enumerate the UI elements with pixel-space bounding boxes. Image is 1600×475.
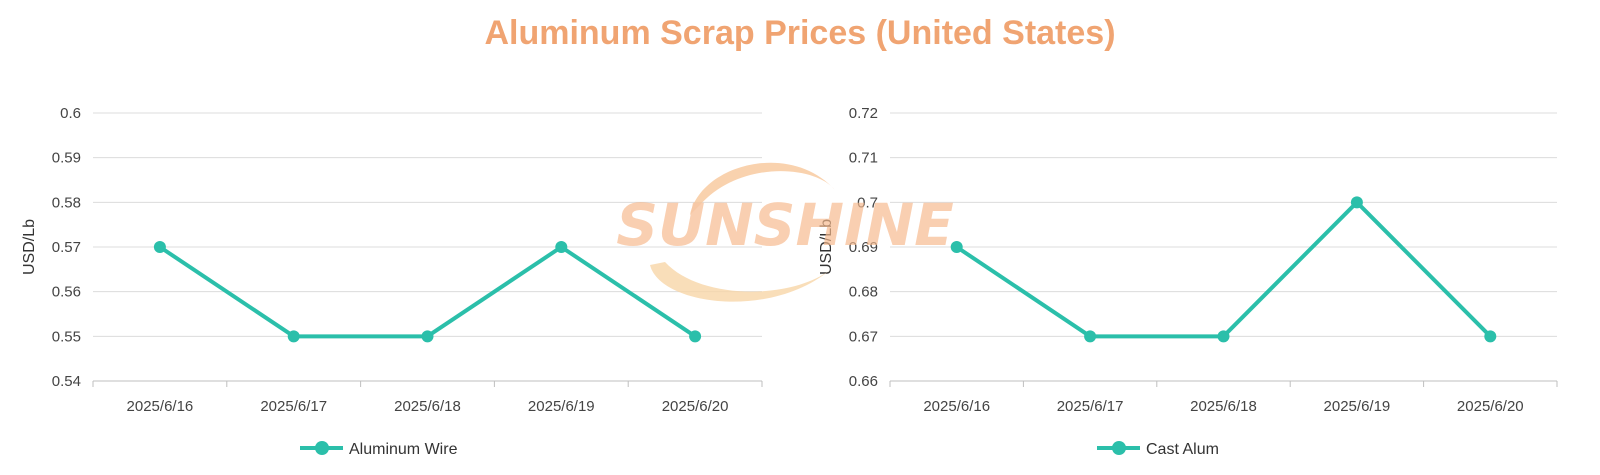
- y-tick-label: 0.6: [60, 105, 81, 122]
- y-axis-label: USD/Lb: [818, 219, 835, 275]
- data-point: [950, 241, 963, 253]
- data-point: [1350, 196, 1363, 209]
- x-tick-label: 2025/6/19: [528, 398, 595, 415]
- data-point: [1217, 330, 1230, 343]
- y-tick-label: 0.72: [849, 105, 878, 122]
- chart-panel-1: 0.54 0.55 0.56 0.57 0.58 0.59 0.6 2025/6/16 2025…: [21, 105, 763, 458]
- y-tick-label: 0.59: [52, 150, 81, 167]
- legend-marker: [1112, 441, 1126, 455]
- x-tick-label: 2025/6/16: [923, 398, 990, 415]
- y-tick-label: 0.66: [849, 373, 878, 390]
- x-tick-label: 2025/6/17: [260, 398, 327, 415]
- data-point: [421, 330, 434, 343]
- x-tick-label: 2025/6/20: [662, 398, 729, 415]
- y-tick-label: 0.69: [849, 239, 878, 256]
- x-tick-label: 2025/6/18: [1190, 398, 1257, 415]
- y-tick-label: 0.56: [52, 284, 81, 301]
- data-point: [555, 241, 568, 253]
- x-tick-label: 2025/6/20: [1457, 398, 1524, 415]
- watermark-arc-bottom: [650, 262, 830, 302]
- page-title: Aluminum Scrap Prices (United States): [484, 14, 1116, 52]
- y-tick-label: 0.55: [52, 328, 81, 345]
- data-point: [287, 330, 300, 343]
- legend-label: Aluminum Wire: [349, 441, 458, 458]
- x-tick-label: 2025/6/17: [1057, 398, 1124, 415]
- watermark-arc-top: [690, 162, 835, 215]
- chart-panel-2: 0.66 0.67 0.68 0.69 0.7 0.71 0.72 2025/6/16 2025…: [818, 105, 1558, 458]
- legend-label: Cast Alum: [1146, 441, 1219, 458]
- y-tick-label: 0.7: [857, 194, 878, 211]
- y-tick-label: 0.58: [52, 194, 81, 211]
- data-point: [1084, 330, 1097, 343]
- series-line: [954, 200, 1493, 339]
- legend-item: Aluminum Wire: [300, 441, 458, 458]
- y-tick-label: 0.57: [52, 239, 81, 256]
- y-tick-label: 0.54: [52, 373, 81, 390]
- data-point: [1484, 330, 1497, 343]
- watermark-text: SUNSHINE: [616, 191, 953, 259]
- y-tick-label: 0.67: [849, 328, 878, 345]
- y-tick-label: 0.71: [849, 150, 878, 167]
- y-axis-label: USD/Lb: [21, 219, 38, 275]
- legend-item: Cast Alum: [1097, 441, 1219, 458]
- data-point: [153, 241, 166, 253]
- data-point: [689, 330, 702, 343]
- y-tick-label: 0.68: [849, 284, 878, 301]
- x-tick-label: 2025/6/18: [394, 398, 461, 415]
- legend-marker: [315, 441, 329, 455]
- x-tick-label: 2025/6/19: [1324, 398, 1391, 415]
- x-tick-label: 2025/6/16: [127, 398, 194, 415]
- watermark-logo: SUNSHINE: [616, 162, 954, 302]
